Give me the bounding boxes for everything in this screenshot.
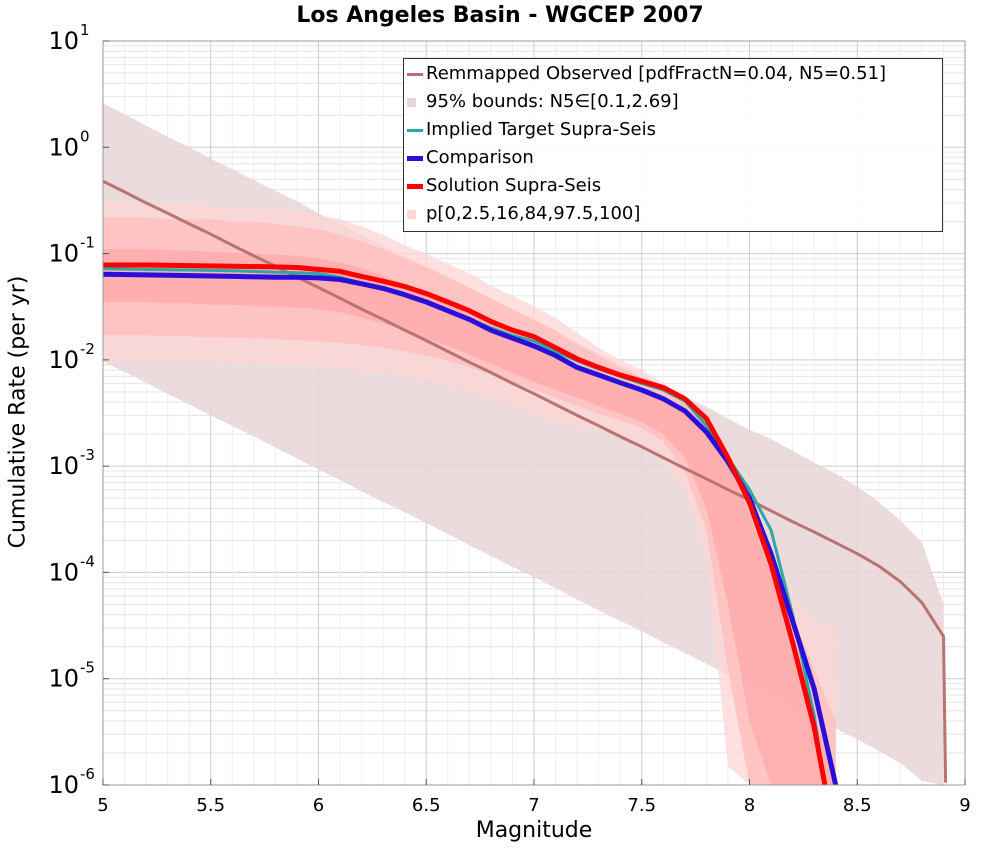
legend-label: Implied Target Supra-Seis [426, 119, 656, 140]
legend-item: Comparison [404, 145, 942, 173]
series-line-solution [103, 262, 828, 785]
legend-swatch [407, 73, 423, 76]
legend-item: p[0,2.5,16,84,97.5,100] [404, 201, 942, 229]
y-tick-label-exponent: -6 [80, 765, 95, 783]
y-tick-label-base: 10 [48, 558, 79, 586]
chart-title: Los Angeles Basin - WGCEP 2007 [296, 3, 704, 28]
y-tick-label-base: 10 [48, 240, 79, 268]
legend-item: Implied Target Supra-Seis [404, 117, 942, 145]
x-tick-label: 6 [313, 795, 324, 816]
fractile-band-2 [103, 249, 836, 785]
y-tick-label-exponent: -3 [80, 446, 95, 464]
y-axis-label: Cumulative Rate (per yr) [5, 275, 31, 549]
legend-label: p[0,2.5,16,84,97.5,100] [426, 203, 641, 224]
y-tick-label-exponent: -5 [80, 659, 95, 677]
y-tick-label-base: 10 [48, 665, 79, 693]
legend-swatch [407, 156, 423, 161]
legend-item: 95% bounds: N5∈[0.1,2.69] [404, 89, 942, 117]
x-tick-label: 6.5 [412, 795, 441, 816]
series-line-remmapped [103, 179, 948, 783]
y-tick-label-base: 10 [48, 27, 79, 55]
y-tick-label-base: 10 [48, 346, 79, 374]
x-tick-label: 5.5 [196, 795, 225, 816]
y-tick-label-exponent: -2 [80, 340, 95, 358]
legend-label: Solution Supra-Seis [426, 175, 602, 196]
legend-swatch [407, 98, 416, 107]
legend-swatch [407, 210, 416, 219]
legend-label: Remmapped Observed [pdfFractN=0.04, N5=0… [426, 63, 887, 84]
y-tick-label-exponent: 0 [80, 127, 90, 145]
y-tick-label-base: 10 [48, 771, 79, 799]
x-tick-label: 7.5 [627, 795, 656, 816]
x-tick-label: 9 [959, 795, 970, 816]
x-tick-label: 8 [744, 795, 755, 816]
chart-legend: Remmapped Observed [pdfFractN=0.04, N5=0… [403, 58, 943, 232]
y-tick-label-exponent: -4 [80, 552, 95, 570]
legend-item: Remmapped Observed [pdfFractN=0.04, N5=0… [404, 61, 942, 89]
legend-label: Comparison [426, 147, 534, 168]
legend-item: Solution Supra-Seis [404, 173, 942, 201]
x-axis-label: Magnitude [475, 818, 593, 843]
y-tick-label-base: 10 [48, 133, 79, 161]
x-tick-label: 8.5 [843, 795, 872, 816]
legend-swatch [407, 129, 423, 132]
y-tick-label-base: 10 [48, 452, 79, 480]
y-tick-label-exponent: 1 [80, 21, 90, 39]
legend-label: 95% bounds: N5∈[0.1,2.69] [426, 91, 679, 112]
legend-swatch [407, 184, 423, 189]
y-tick-label-exponent: -1 [80, 234, 95, 252]
x-tick-label: 7 [528, 795, 539, 816]
fractile-band-0 [103, 202, 836, 785]
x-tick-label: 5 [97, 795, 108, 816]
